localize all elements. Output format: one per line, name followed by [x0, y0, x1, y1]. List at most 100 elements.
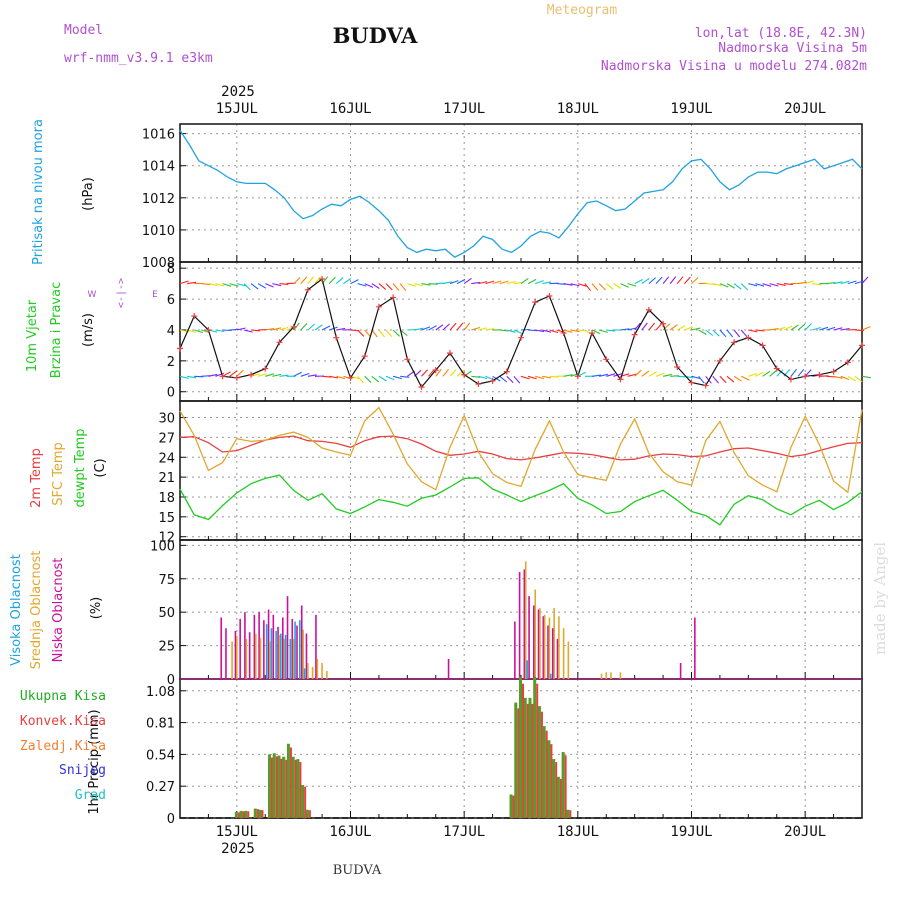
precip-bar-conv [275, 756, 278, 818]
wind-arrow [336, 327, 346, 331]
precip-bar-total [556, 776, 560, 818]
wind-arrow [847, 280, 857, 285]
precip-bar-conv [299, 762, 302, 818]
wind-arrow [535, 375, 545, 380]
pressure-title: Pritisak na nivou mora [31, 119, 46, 265]
precip-bar-total [277, 755, 281, 818]
wind-marker [503, 368, 510, 375]
wind-arrow [435, 324, 444, 331]
y-tick-label: 6 [167, 293, 175, 308]
wind-arrow [350, 279, 359, 285]
precip-bar-conv [308, 810, 311, 818]
wind-arrow [648, 322, 656, 331]
precip-bar-total [528, 697, 532, 818]
wind-arrow [804, 369, 812, 377]
wind-arrow [492, 280, 502, 285]
date-label-bottom: 20JUL [784, 824, 826, 840]
wind-marker [290, 323, 297, 330]
wind-arrow [790, 368, 798, 377]
model-label: Model [64, 23, 103, 38]
wind-marker [702, 382, 709, 389]
y-tick-label: 0.81 [146, 717, 175, 732]
wind-arrow [442, 281, 452, 285]
wind-arrow [179, 280, 189, 285]
wind-arrow [357, 329, 365, 337]
wind-arrow [563, 329, 573, 333]
wind-arrow [861, 375, 871, 379]
wind-marker [759, 342, 766, 349]
wind-arrow [442, 368, 450, 377]
wind-arrow [776, 369, 784, 377]
wind-arrow [187, 375, 197, 379]
wind-arrow [705, 329, 714, 336]
wind-arrow [485, 328, 495, 331]
wind-arrow [798, 281, 808, 285]
wind-arrow [407, 283, 417, 287]
precip-bar-total [258, 809, 262, 818]
wind-arrow [542, 375, 552, 379]
wind-arrow [570, 283, 580, 287]
wind-arrow [329, 375, 339, 379]
wind-marker [361, 353, 368, 360]
wind-marker [375, 303, 382, 310]
precip-bar-total [566, 809, 570, 818]
wind-arrow [201, 283, 211, 286]
date-label-top: 15JUL [216, 101, 258, 117]
wind-arrow [471, 326, 481, 331]
date-label-bottom: 18JUL [557, 824, 599, 840]
wind-arrow [179, 375, 189, 380]
wind-arrow [307, 276, 315, 284]
wind-west-label: W [88, 290, 97, 300]
wind-marker [859, 342, 865, 349]
wind-arrow [812, 283, 822, 286]
precip-bar-conv [531, 703, 534, 818]
temp-2m-line [179, 435, 863, 461]
wind-arrow [812, 326, 822, 331]
wind-marker [674, 364, 681, 371]
wind-marker [233, 374, 240, 381]
wind-arrow [236, 327, 246, 331]
wind-marker [844, 359, 851, 366]
wind-arrow [606, 373, 616, 377]
wind-arrow [662, 276, 670, 284]
precip-bar-total [234, 812, 238, 818]
wind-arrow [627, 327, 637, 331]
precip-bar-conv [256, 809, 259, 818]
y-tick-label: 8 [167, 262, 175, 277]
wind-arrow [627, 373, 637, 377]
wind-arrow [783, 283, 793, 286]
wind-marker [390, 294, 397, 301]
wind-arrow [527, 278, 537, 285]
wind-marker [205, 326, 212, 333]
wind-arrow [584, 283, 592, 292]
wind-arrow [499, 375, 508, 383]
wind-arrow [371, 329, 378, 338]
wind-arrow [243, 283, 251, 291]
wind-arrow [570, 329, 580, 333]
wind-arrow [634, 322, 641, 331]
precip-bar-total [514, 702, 518, 818]
wind-arrow [776, 283, 786, 286]
wind-marker [518, 334, 524, 341]
wind-arrow [755, 329, 765, 332]
wind-arrow [392, 329, 400, 337]
wind-marker [404, 356, 411, 363]
wind-arrow [300, 323, 308, 331]
wind-arrow [478, 327, 488, 331]
wind-marker [532, 299, 539, 306]
wind-arrow [542, 329, 552, 333]
wind-arrow [698, 375, 705, 384]
wind-marker [262, 365, 269, 372]
wind-arrow [606, 329, 616, 332]
wind-arrow [549, 375, 559, 378]
wind-arrow [236, 283, 246, 287]
wind-arrow [648, 277, 656, 285]
wind-arrow [684, 326, 693, 331]
wind-marker [603, 356, 610, 363]
wind-marker [304, 286, 311, 293]
wind-arrow [719, 283, 729, 288]
wind-arrow [655, 276, 663, 284]
wind-arrow [790, 324, 799, 331]
wind-arrow [691, 277, 699, 285]
wind-arrow [471, 281, 481, 285]
